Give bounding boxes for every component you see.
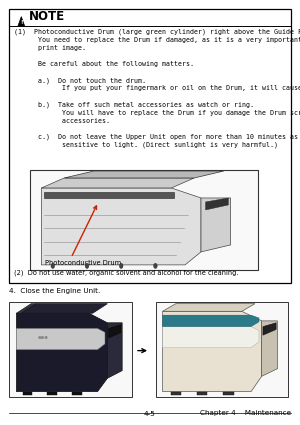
Polygon shape (41, 178, 194, 188)
Polygon shape (223, 392, 234, 395)
Polygon shape (163, 303, 255, 311)
Text: (1)  Photoconductive Drum (large green cylinder) right above the Guide Film.: (1) Photoconductive Drum (large green cy… (14, 29, 300, 35)
Polygon shape (16, 303, 36, 313)
Polygon shape (22, 392, 32, 394)
Polygon shape (47, 392, 57, 394)
Polygon shape (72, 392, 82, 394)
Text: ●●●: ●●● (38, 336, 49, 340)
Bar (9, 302, 132, 397)
Polygon shape (201, 198, 231, 252)
Polygon shape (107, 323, 122, 378)
Polygon shape (16, 313, 107, 392)
Text: Chapter 4    Maintenance: Chapter 4 Maintenance (200, 411, 291, 416)
Polygon shape (64, 171, 224, 178)
Text: print image.: print image. (14, 45, 86, 51)
Polygon shape (18, 17, 25, 26)
Bar (156, 302, 288, 397)
Polygon shape (16, 329, 105, 349)
Polygon shape (262, 321, 278, 377)
Bar (9, 8, 291, 283)
Circle shape (51, 264, 55, 269)
Text: (2)  Do not use water, organic solvent and alcohol for the cleaning.: (2) Do not use water, organic solvent an… (14, 270, 239, 276)
Circle shape (85, 264, 89, 269)
Text: !: ! (20, 20, 22, 25)
Circle shape (154, 264, 157, 269)
Text: You need to replace the Drum if damaged, as it is a very important part in creat: You need to replace the Drum if damaged,… (14, 37, 300, 43)
Text: Be careful about the following matters.: Be careful about the following matters. (14, 61, 194, 67)
Text: b.)  Take off such metal accessories as watch or ring.: b.) Take off such metal accessories as w… (14, 102, 254, 108)
Text: 4-5: 4-5 (144, 411, 156, 416)
Text: 4.  Close the Engine Unit.: 4. Close the Engine Unit. (9, 288, 100, 294)
Polygon shape (263, 323, 276, 335)
Text: If you put your fingermark or oil on the Drum, it will cause for the defective i: If you put your fingermark or oil on the… (14, 85, 300, 91)
Polygon shape (163, 326, 259, 348)
Text: c.)  Do not leave the Upper Unit open for more than 10 minutes as the Drum is ve: c.) Do not leave the Upper Unit open for… (14, 134, 300, 140)
Text: sensitive to light. (Direct sunlight is very harmful.): sensitive to light. (Direct sunlight is … (14, 142, 278, 148)
Text: You will have to replace the Drum if you damage the Drum scratching with such: You will have to replace the Drum if you… (14, 110, 300, 116)
Bar (30, 170, 258, 270)
Text: NOTE: NOTE (28, 11, 64, 23)
Text: Photoconductive Drum: Photoconductive Drum (45, 261, 121, 266)
Polygon shape (41, 188, 201, 265)
Polygon shape (163, 311, 262, 392)
Polygon shape (206, 198, 228, 210)
Polygon shape (197, 392, 208, 395)
Text: a.)  Do not touch the drum.: a.) Do not touch the drum. (14, 77, 146, 84)
Circle shape (119, 264, 123, 269)
Polygon shape (170, 392, 181, 395)
Text: accessories.: accessories. (14, 118, 110, 124)
Polygon shape (163, 315, 259, 326)
Polygon shape (21, 303, 107, 313)
Bar (44, 192, 174, 198)
Polygon shape (109, 325, 121, 338)
